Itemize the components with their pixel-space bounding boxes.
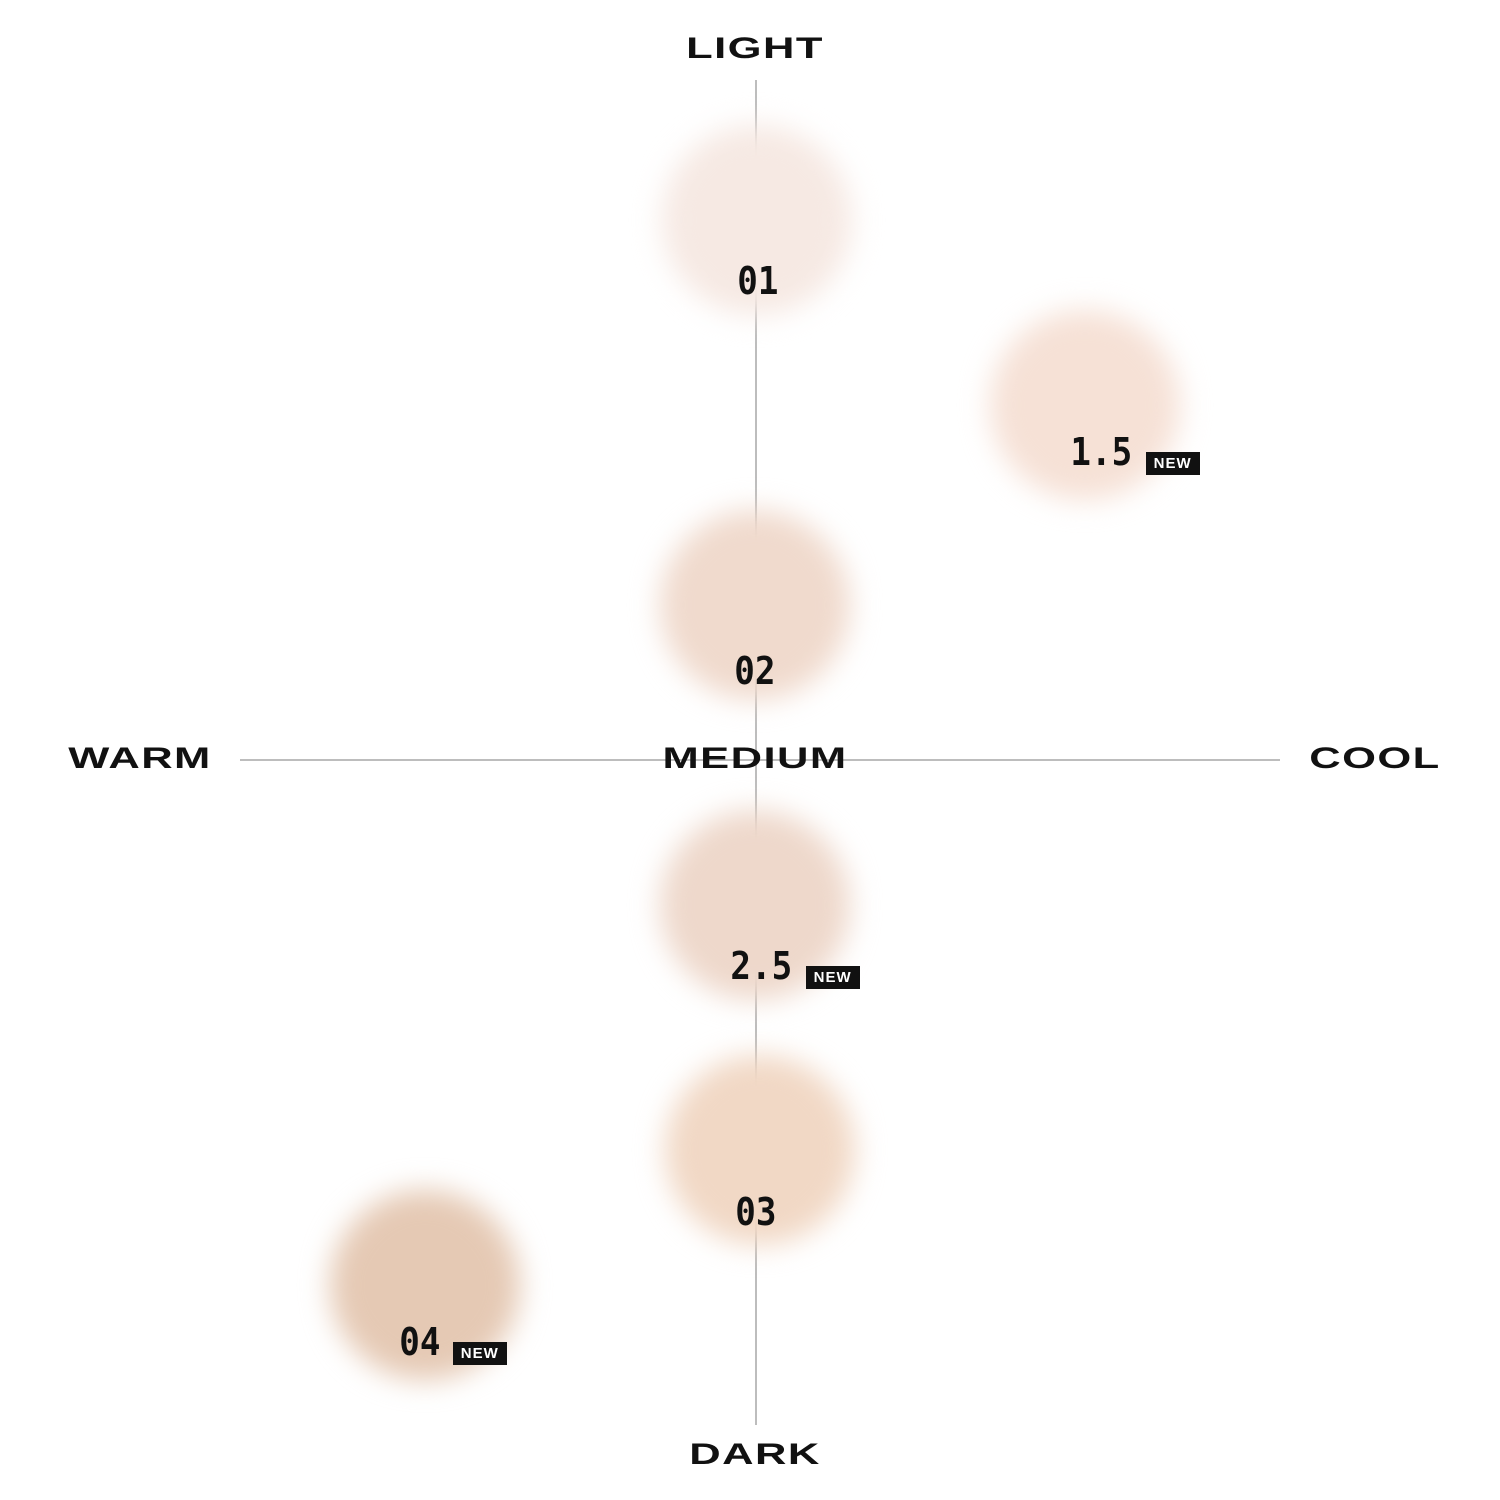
- shade-label: 04 NEW: [397, 1320, 507, 1365]
- axis-label-cool: COOL: [1309, 742, 1441, 775]
- shade-number: 02: [734, 649, 776, 693]
- shade-label: 01: [735, 262, 781, 300]
- axis-label-light: LIGHT: [686, 32, 824, 65]
- shade-swatch: [660, 510, 850, 700]
- shade-number: 04: [399, 1320, 441, 1364]
- new-badge: NEW: [452, 1342, 507, 1365]
- shade-number: 2.5: [730, 944, 793, 988]
- shade-label: 2.5 NEW: [727, 944, 860, 989]
- shade-number: 01: [737, 259, 779, 303]
- horizontal-axis-line: [240, 759, 1280, 761]
- axis-label-dark: DARK: [689, 1438, 821, 1471]
- shade-number: 1.5: [1070, 430, 1133, 474]
- axis-label-medium: MEDIUM: [662, 742, 848, 775]
- shade-label: 02: [732, 652, 778, 690]
- new-badge: NEW: [805, 966, 860, 989]
- shade-swatch: [665, 1055, 855, 1245]
- shade-label: 03: [733, 1193, 779, 1231]
- new-badge: NEW: [1145, 452, 1200, 475]
- vertical-axis-line: [755, 80, 757, 1425]
- shade-number: 03: [735, 1190, 777, 1234]
- shade-label: 1.5 NEW: [1067, 430, 1200, 475]
- shade-swatch: [662, 125, 852, 315]
- axis-label-warm: WARM: [68, 742, 212, 775]
